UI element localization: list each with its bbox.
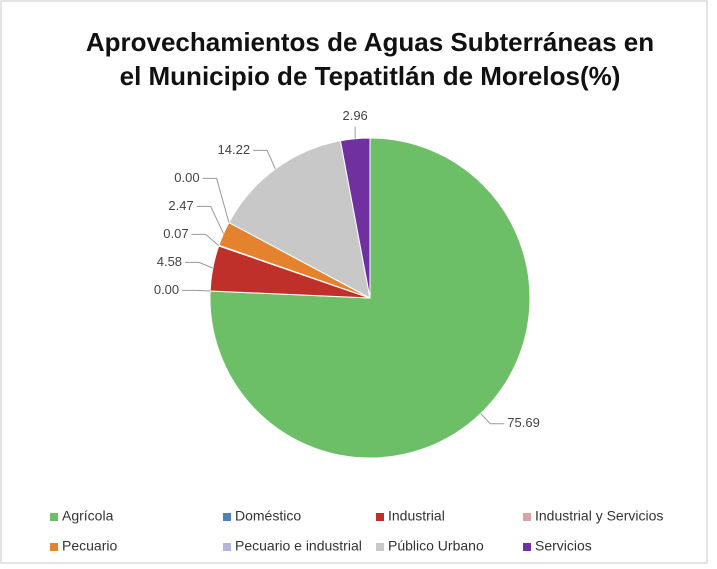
leader-line [196, 205, 224, 234]
legend-swatch [223, 543, 231, 551]
data-label: 0.00 [174, 170, 199, 185]
legend-swatch [523, 543, 531, 551]
leader-line [480, 413, 505, 425]
chart-title: Aprovechamientos de Aguas Subterráneas e… [86, 27, 654, 91]
data-label: 0.07 [163, 226, 188, 241]
pie-slice [228, 140, 371, 299]
legend-swatch [50, 513, 58, 521]
legend-label: Doméstico [235, 508, 301, 524]
leader-line [191, 233, 220, 246]
legend-label: Industrial [388, 508, 445, 524]
legend-label: Público Urbano [388, 538, 484, 554]
legend-label: Pecuario e industrial [235, 538, 362, 554]
legend-label: Pecuario [62, 538, 117, 554]
data-label: 2.96 [342, 108, 367, 123]
leader-line [202, 177, 230, 223]
legend-label: Industrial y Servicios [535, 508, 663, 524]
leader-line [182, 289, 211, 292]
legend-label: Agrícola [62, 508, 114, 524]
data-label: 0.00 [154, 282, 179, 297]
legend-swatch [523, 513, 531, 521]
legend-swatch [50, 543, 58, 551]
legend-label: Servicios [535, 538, 592, 554]
legend-swatch [376, 543, 384, 551]
data-label: 14.22 [218, 142, 251, 157]
leader-line [185, 261, 214, 269]
pie-slice [339, 137, 371, 299]
data-label: 2.47 [168, 198, 193, 213]
data-label: 4.58 [157, 254, 182, 269]
data-label: 75.69 [507, 415, 540, 430]
legend-swatch [223, 513, 231, 521]
leader-line [253, 149, 276, 170]
legend-swatch [376, 513, 384, 521]
